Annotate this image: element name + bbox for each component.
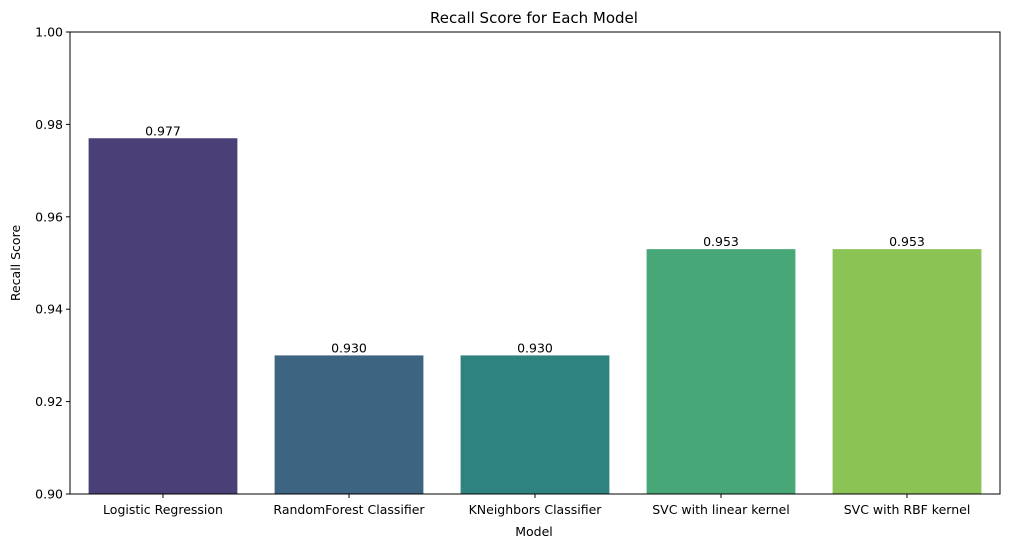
- bar-value-label: 0.953: [703, 234, 739, 249]
- plot-frame: [69, 31, 1001, 495]
- bar-value-label: 0.930: [331, 340, 367, 355]
- bar-2: [274, 355, 424, 494]
- bar-4: [646, 249, 796, 494]
- y-tick-label: 0.94: [35, 302, 63, 317]
- bar-3: [460, 355, 610, 494]
- x-tick-label: SVC with RBF kernel: [844, 502, 971, 517]
- y-tick-label: 0.90: [35, 487, 63, 502]
- x-tick-label: KNeighbors Classifier: [469, 502, 603, 517]
- x-tick-label: SVC with linear kernel: [652, 502, 790, 517]
- x-tick-label: RandomForest Classifier: [273, 502, 425, 517]
- bars-layer: [88, 138, 982, 494]
- x-tick-label: Logistic Regression: [103, 502, 223, 517]
- data-labels-layer: 0.977 0.930 0.930 0.953 0.953: [145, 123, 925, 355]
- x-axis-label: Model: [515, 524, 553, 539]
- chart-title: Recall Score for Each Model: [430, 9, 638, 27]
- bar-value-label: 0.953: [889, 234, 925, 249]
- y-tick-label: 0.98: [35, 117, 63, 132]
- bar-value-label: 0.930: [517, 340, 553, 355]
- y-tick-label: 1.00: [35, 25, 63, 40]
- y-axis: 0.90 0.92 0.94 0.96 0.98 1.00: [35, 25, 70, 502]
- bar-5: [832, 249, 982, 494]
- bar-value-label: 0.977: [145, 123, 181, 138]
- y-tick-label: 0.96: [35, 209, 63, 224]
- bar-1: [88, 138, 238, 494]
- y-tick-label: 0.92: [35, 394, 63, 409]
- y-axis-label: Recall Score: [8, 225, 23, 302]
- x-axis: Logistic Regression RandomForest Classifi…: [103, 494, 970, 517]
